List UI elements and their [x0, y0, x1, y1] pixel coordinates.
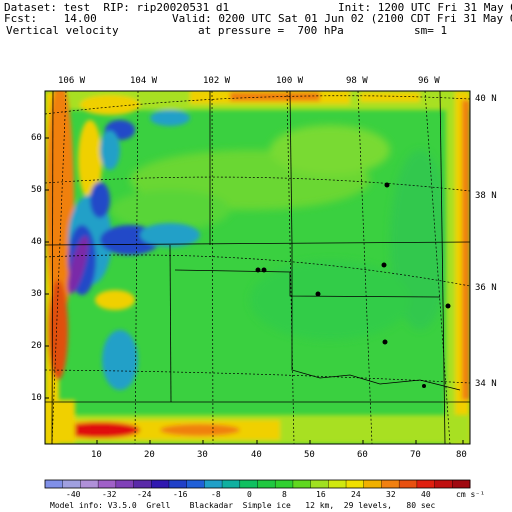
colorbar-swatch: [416, 480, 436, 488]
grid-y-label-30: 30: [31, 289, 42, 299]
grid-x-label-20: 20: [144, 450, 155, 460]
lon-label-104w: 104 W: [130, 76, 158, 86]
pressure-level-label: at pressure = 700 hPa: [198, 24, 344, 37]
forecast-hour-label: Fcst: 14.00: [4, 12, 97, 25]
colorbar-frame: [44, 479, 471, 489]
vertical-velocity-field: [45, 91, 470, 444]
grid-x-label-80: 80: [456, 450, 467, 460]
state-boundaries: [44, 90, 471, 445]
colorbar-swatch: [346, 480, 365, 488]
grid-x-label-60: 60: [357, 450, 368, 460]
colorbar: [45, 480, 471, 488]
lon-label-106w: 106 W: [58, 76, 86, 86]
colorbar-swatch: [399, 480, 418, 488]
colorbar-swatch: [222, 480, 241, 488]
colorbar-label-minus16: -16: [173, 490, 188, 499]
lon-label-102w: 102 W: [203, 76, 231, 86]
colorbar-swatch: [310, 480, 329, 488]
colorbar-label-minus32: -32: [102, 490, 117, 499]
colorbar-swatch: [275, 480, 294, 488]
colorbar-swatch: [80, 480, 99, 488]
colorbar-swatch: [204, 480, 223, 488]
colorbar-label-minus40: -40: [66, 490, 81, 499]
colorbar-label-minus8: -8: [211, 490, 221, 499]
lat-label-38n: 38 N: [475, 191, 497, 201]
colorbar-label-32: 32: [386, 490, 396, 499]
lat-label-36n: 36 N: [475, 283, 497, 293]
colorbar-swatch: [168, 480, 188, 488]
model-info-footer: Model info: V3.5.0 Grell Blackadar Simpl…: [50, 501, 436, 510]
grid-y-label-10: 10: [31, 393, 42, 403]
colorbar-label-24: 24: [351, 490, 361, 499]
colorbar-label-0: 0: [247, 490, 252, 499]
colorbar-swatch: [62, 480, 81, 488]
colorbar-swatch: [98, 480, 117, 488]
colorbar-swatch: [363, 480, 382, 488]
lat-label-34n: 34 N: [475, 379, 497, 389]
grid-x-label-40: 40: [251, 450, 262, 460]
dataset-label: Dataset: test RIP: rip20020531 d1: [4, 1, 230, 14]
init-time-label: Init: 1200 UTC Fri 31 May 02: [338, 1, 512, 14]
smoothing-label: sm= 1: [414, 24, 448, 37]
grid-y-label-50: 50: [31, 185, 42, 195]
colorbar-swatch: [115, 480, 135, 488]
colorbar-swatch: [186, 480, 205, 488]
colorbar-swatch: [434, 480, 453, 488]
colorbar-label-16: 16: [316, 490, 326, 499]
frame-ticks: [45, 137, 464, 444]
colorbar-swatch: [381, 480, 400, 488]
latlon-grid: [44, 90, 471, 445]
colorbar-swatch: [292, 480, 312, 488]
city-markers: [255, 182, 451, 388]
colorbar-label-minus24: -24: [137, 490, 152, 499]
grid-y-label-60: 60: [31, 133, 42, 143]
grid-x-label-70: 70: [410, 450, 421, 460]
colorbar-swatch: [452, 480, 471, 488]
valid-time-label: Valid: 0200 UTC Sat 01 Jun 02 (2100 CDT …: [172, 12, 512, 25]
lon-label-100w: 100 W: [276, 76, 304, 86]
grid-x-label-50: 50: [304, 450, 315, 460]
colorbar-label-40: 40: [421, 490, 431, 499]
colorbar-swatch: [239, 480, 258, 488]
colorbar-units: cm s⁻¹: [456, 490, 485, 499]
grid-y-label-40: 40: [31, 237, 42, 247]
grid-x-label-30: 30: [197, 450, 208, 460]
lat-label-40n: 40 N: [475, 94, 497, 104]
colorbar-swatch: [257, 480, 276, 488]
colorbar-swatch: [328, 480, 347, 488]
colorbar-label-8: 8: [282, 490, 287, 499]
grid-y-label-20: 20: [31, 341, 42, 351]
lon-label-98w: 98 W: [346, 76, 368, 86]
field-name-label: Vertical velocity: [6, 24, 119, 37]
grid-x-label-10: 10: [91, 450, 102, 460]
colorbar-swatch: [133, 480, 152, 488]
lon-label-96w: 96 W: [418, 76, 440, 86]
colorbar-swatch: [45, 480, 64, 488]
colorbar-swatch: [151, 480, 170, 488]
